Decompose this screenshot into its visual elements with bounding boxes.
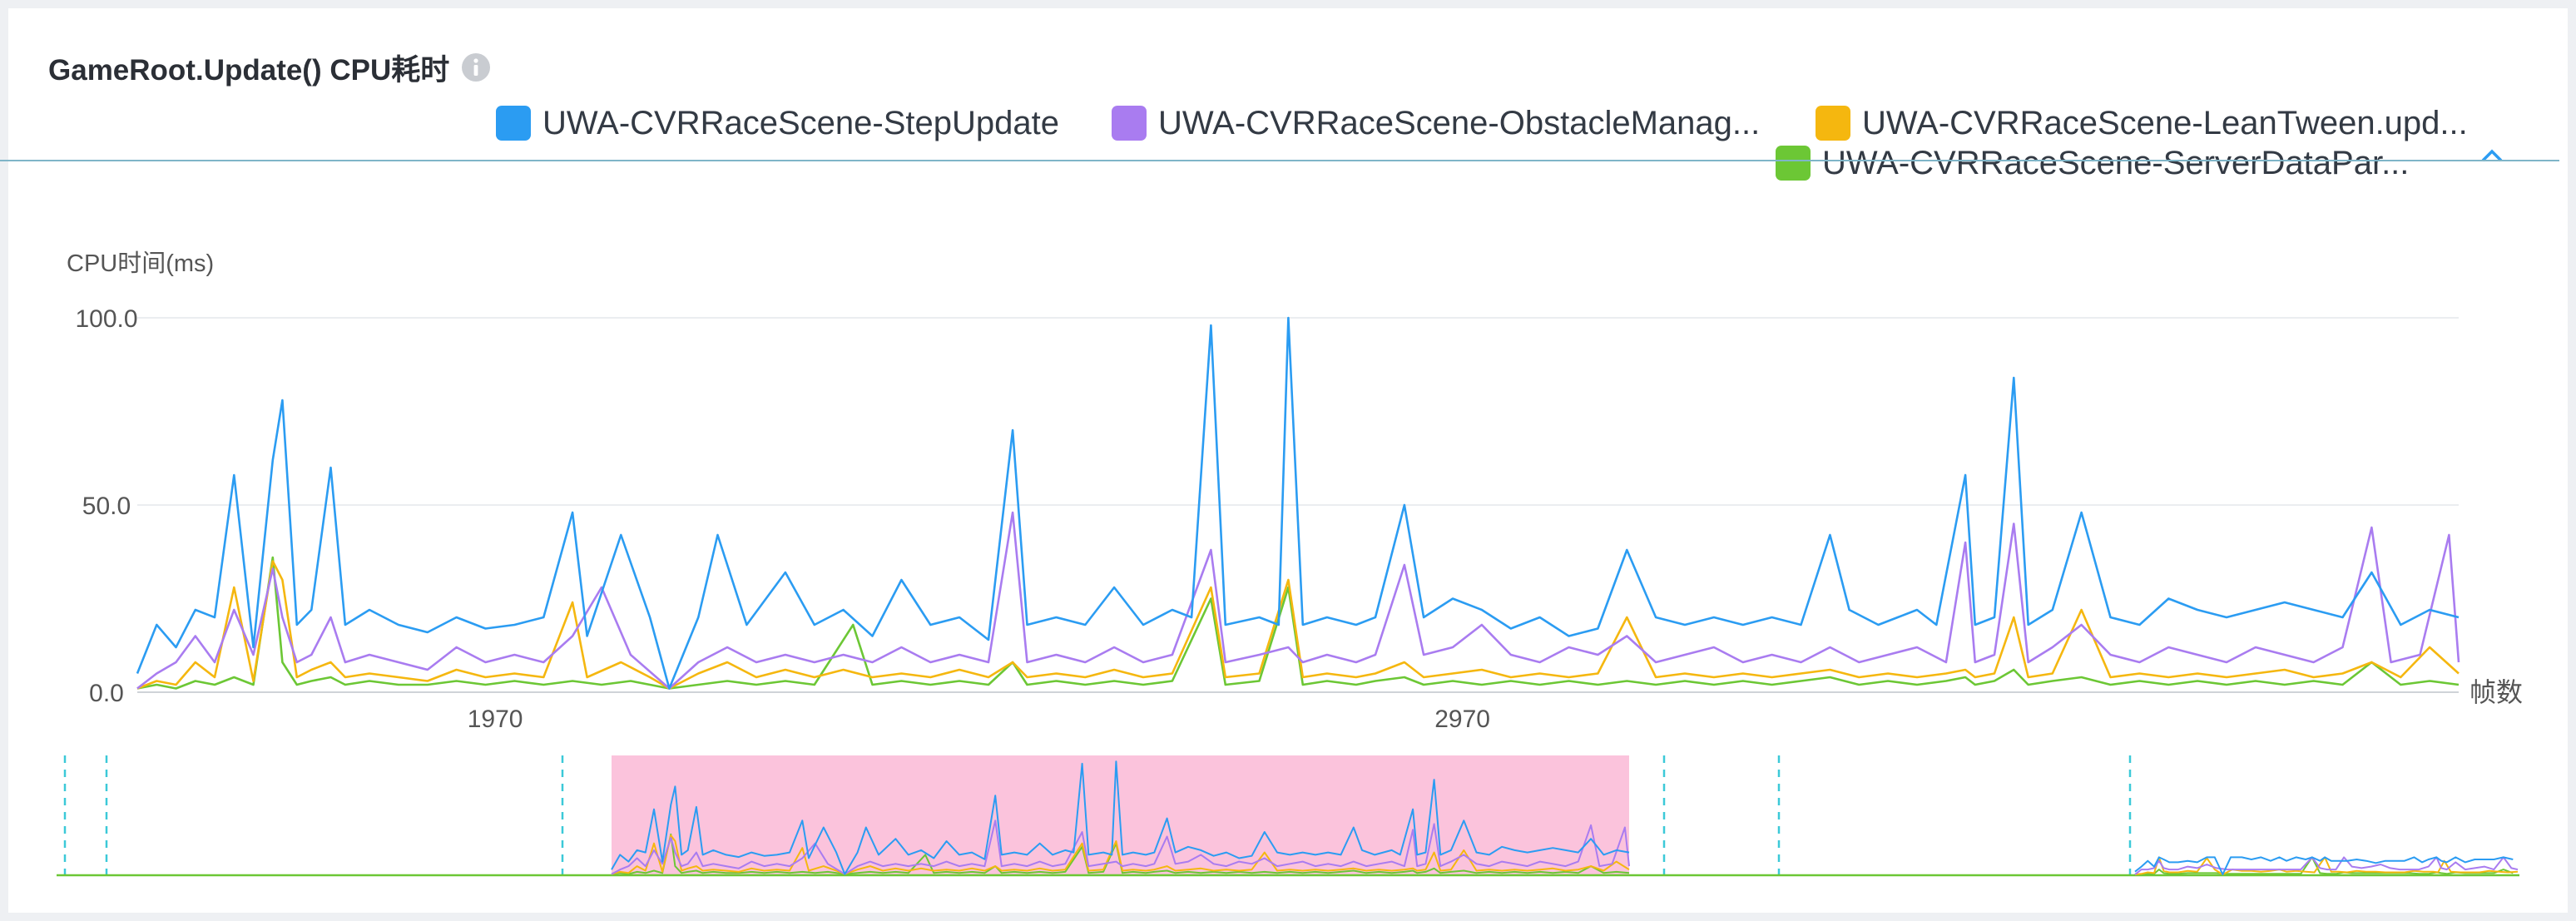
legend-swatch xyxy=(1112,106,1147,141)
overview-series-4 xyxy=(611,833,1630,875)
legend-swatch xyxy=(1776,146,1811,181)
y-tick-label: 0.0 xyxy=(89,680,124,707)
overview-series-3 xyxy=(611,834,1630,875)
overview-tail-series-4 xyxy=(2135,856,2514,876)
legend-swatch xyxy=(496,106,531,141)
x-tick-labels: 1970 2970 xyxy=(468,706,1490,733)
overview-navigator xyxy=(57,755,2519,877)
info-circle-icon[interactable] xyxy=(461,52,491,82)
chart-title: GameRoot.Update() CPU耗时 xyxy=(48,53,450,87)
legend-label: UWA-CVRRaceScene-LeanTween.upd... xyxy=(1862,104,2468,141)
overview-series-2 xyxy=(611,819,1630,875)
series-line-4 xyxy=(136,556,2460,690)
legend-label: UWA-CVRRaceScene-ObstacleManag... xyxy=(1158,104,1761,141)
legend-label: UWA-CVRRaceScene-ServerDataPar... xyxy=(1822,144,2410,181)
chevron-up-icon[interactable] xyxy=(2478,146,2506,166)
legend-item-stepupdate[interactable]: UWA-CVRRaceScene-StepUpdate xyxy=(496,103,1059,143)
x-tick-label: 2970 xyxy=(1434,706,1490,733)
series-line-2 xyxy=(136,511,2460,690)
legend-item-serverdataparser[interactable]: UWA-CVRRaceScene-ServerDataPar... xyxy=(1776,143,2409,183)
legend-label: UWA-CVRRaceScene-StepUpdate xyxy=(542,104,1059,141)
series-line-3 xyxy=(136,560,2460,690)
series-line-1 xyxy=(136,316,2460,690)
y-tick-labels: 0.0 50.0 100.0 xyxy=(75,305,137,707)
overview-tail-series-3 xyxy=(2134,856,2519,876)
y-tick-label: 50.0 xyxy=(82,493,131,520)
chart-header: GameRoot.Update() CPU耗时 xyxy=(48,47,491,88)
header-divider xyxy=(0,160,2559,161)
x-tick-label: 1970 xyxy=(468,706,523,733)
overview-tail-series-1 xyxy=(2134,856,2514,876)
legend-item-leantween[interactable]: UWA-CVRRaceScene-LeanTween.upd... xyxy=(1816,103,2468,143)
overview-tail-series-2 xyxy=(2134,856,2519,875)
y-axis-label: CPU时间(ms) xyxy=(67,250,214,277)
series-lines xyxy=(136,316,2460,690)
legend-item-obstaclemanager[interactable]: UWA-CVRRaceScene-ObstacleManag... xyxy=(1112,103,1760,143)
overview-series-1 xyxy=(611,760,1630,875)
legend-swatch xyxy=(1816,106,1850,141)
y-tick-label: 100.0 xyxy=(75,305,137,333)
x-axis-label: 帧数 xyxy=(2469,677,2523,707)
